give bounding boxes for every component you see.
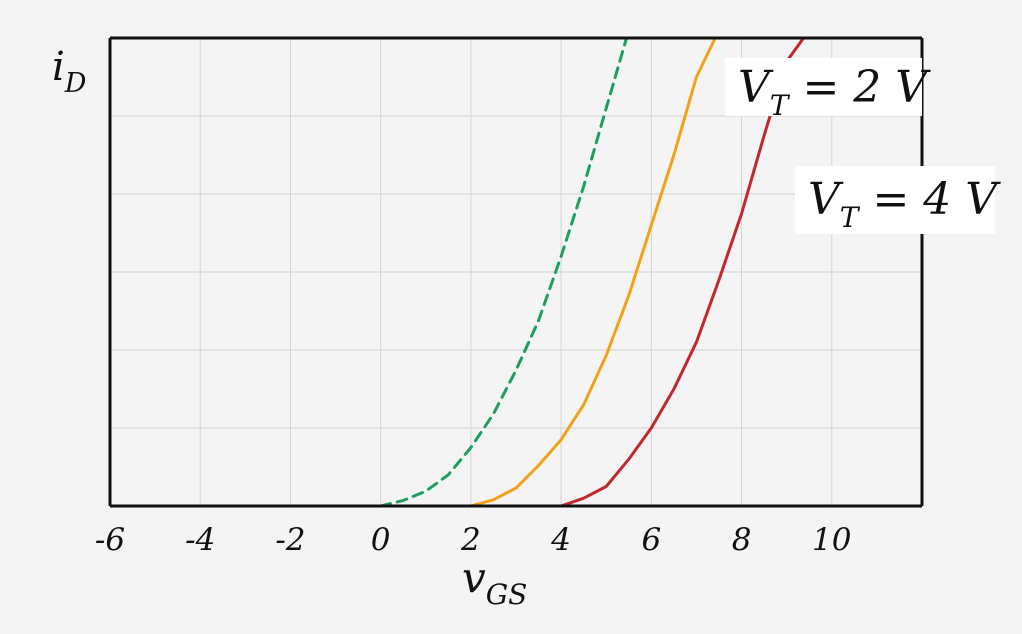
x-tick-label: 4	[550, 522, 571, 558]
x-tick-label: -2	[275, 522, 305, 558]
x-tick-label: -6	[95, 522, 125, 558]
annotation-vt4-box	[795, 166, 995, 234]
y-axis-label: iD	[52, 44, 87, 99]
series-line-0	[379, 38, 629, 506]
x-tick-label: 8	[732, 522, 752, 558]
x-tick-label: 6	[641, 522, 661, 558]
annotation-vt2: VT = 2 V	[738, 62, 931, 122]
x-tick-label: 10	[812, 522, 851, 558]
x-tick-label: 0	[371, 522, 391, 558]
x-tick-label: -4	[185, 522, 215, 558]
x-tick-label: 2	[460, 522, 481, 558]
x-tick-labels: -6 -4 -2 0 2 4 6 8 10	[95, 522, 852, 558]
series-layer	[379, 38, 806, 506]
annotation-vt4: VT = 4 V	[808, 174, 1001, 234]
annotation-vt2-box	[725, 58, 922, 116]
x-axis-label: vGS	[462, 553, 527, 611]
series-line-1	[469, 38, 717, 506]
series-line-2	[559, 38, 806, 506]
